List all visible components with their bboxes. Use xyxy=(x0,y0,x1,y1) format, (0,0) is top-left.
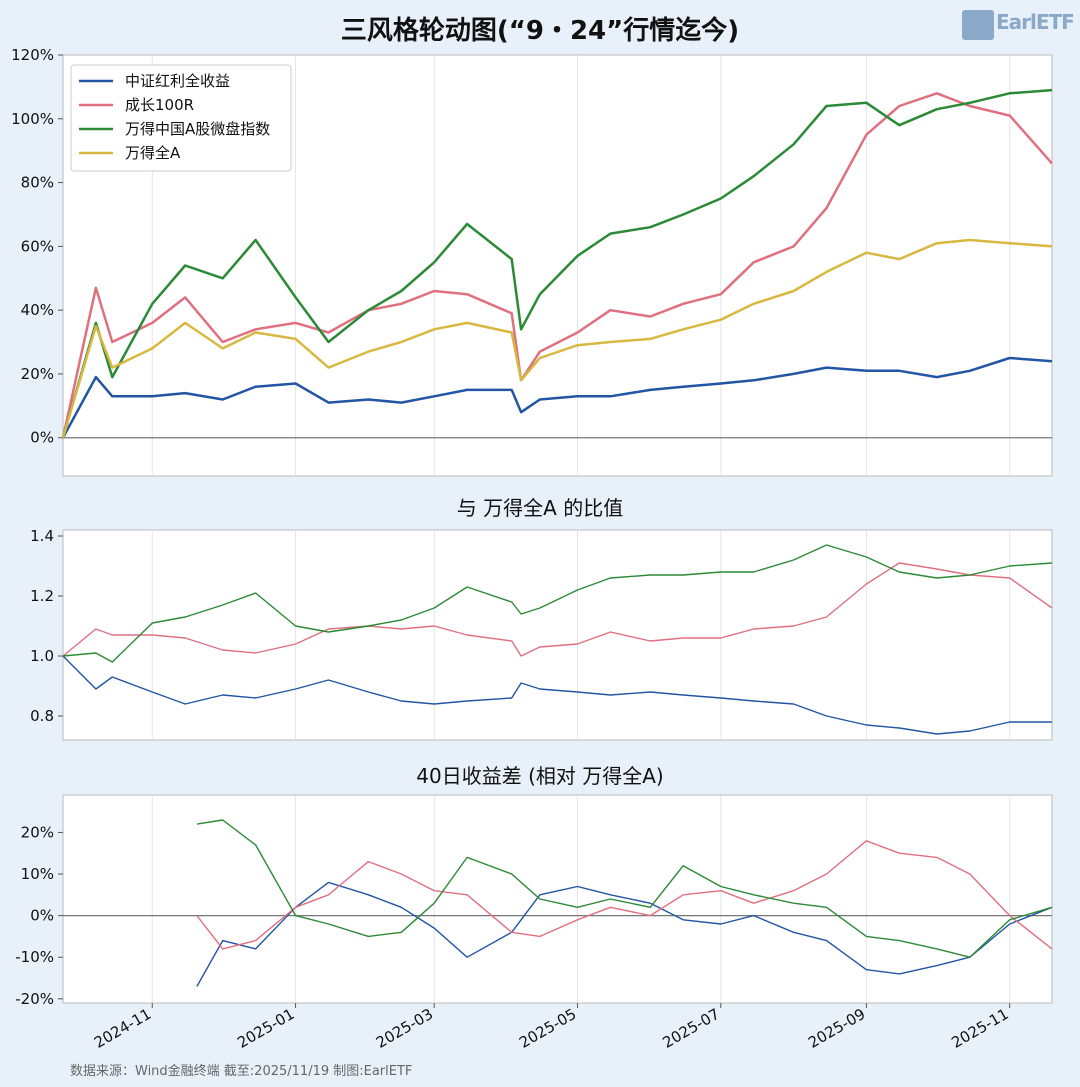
spread-panel-title: 40日收益差 (相对 万得全A) xyxy=(416,764,664,788)
ytick-label-2-0: 20% xyxy=(21,823,54,841)
series-line-0-3 xyxy=(61,238,1053,439)
series-line-1-0 xyxy=(62,655,1052,735)
earletf-logo: EarlETF xyxy=(962,8,1075,44)
ytick-label-1-1: 1.2 xyxy=(30,587,54,605)
ytick-label-2-1: 10% xyxy=(21,865,54,883)
series-line-0-2 xyxy=(61,88,1053,439)
plot-area-2 xyxy=(62,794,1053,1004)
series-line-2-0 xyxy=(196,881,1053,987)
ytick-label-1-2: 1.0 xyxy=(30,647,54,665)
ytick-label-0-2: 80% xyxy=(21,174,54,192)
ytick-label-2-3: -10% xyxy=(15,948,54,966)
xtick-label-0: 2024-11 xyxy=(91,1005,154,1052)
xtick-label-4: 2025-07 xyxy=(659,1005,722,1052)
ytick-label-2-2: 0% xyxy=(30,907,54,925)
plot-area-1 xyxy=(62,529,1053,741)
series-line-0-0 xyxy=(61,356,1053,439)
legend-label-3: 万得全A xyxy=(125,144,181,162)
xtick-label-5: 2025-09 xyxy=(805,1005,868,1052)
ytick-label-0-4: 40% xyxy=(21,301,54,319)
ytick-label-1-0: 1.4 xyxy=(30,527,54,545)
series-line-1-1 xyxy=(62,562,1053,657)
legend-label-2: 万得中国A股微盘指数 xyxy=(125,120,270,138)
ytick-label-0-1: 100% xyxy=(11,110,54,128)
logo-mark-icon xyxy=(962,10,994,40)
legend-box xyxy=(70,64,292,172)
xtick-label-3: 2025-05 xyxy=(516,1005,579,1052)
xtick-label-1: 2025-01 xyxy=(234,1005,297,1052)
legend-label-1: 成长100R xyxy=(125,96,194,114)
legend-label-0: 中证红利全收益 xyxy=(125,72,230,90)
xtick-label-6: 2025-11 xyxy=(948,1005,1011,1052)
xtick-label-2: 2025-03 xyxy=(373,1005,436,1052)
series-line-2-2 xyxy=(196,819,1053,958)
data-source-note: 数据来源：Wind金融终端 截至:2025/11/19 制图:EarlETF xyxy=(70,1064,413,1079)
logo-wordmark: EarlETF xyxy=(996,10,1075,34)
series-line-0-1 xyxy=(61,92,1053,438)
ytick-label-0-6: 0% xyxy=(30,429,54,447)
ratio-panel-title: 与 万得全A 的比值 xyxy=(456,496,624,520)
chart-title: 三风格轮动图(“9・24”行情迄今) xyxy=(340,16,740,46)
series-line-1-2 xyxy=(62,544,1053,663)
ytick-label-1-3: 0.8 xyxy=(30,707,54,725)
ytick-label-0-5: 20% xyxy=(21,365,54,383)
ytick-label-2-4: -20% xyxy=(15,990,54,1008)
series-line-2-1 xyxy=(196,840,1053,950)
ytick-label-0-0: 120% xyxy=(11,46,54,64)
ytick-label-0-3: 60% xyxy=(21,237,54,255)
